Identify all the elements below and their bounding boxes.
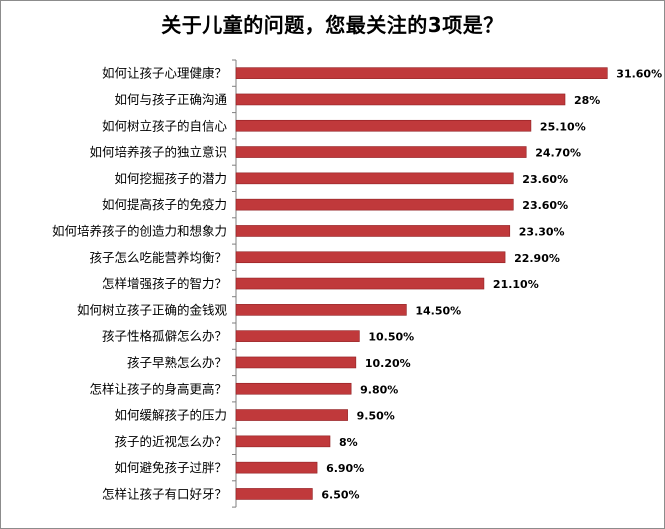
category-label: 如何培养孩子的独立意识 [89,145,227,160]
bar [235,251,506,264]
value-label: 22.90% [514,252,560,265]
category-label: 怎样增强孩子的智力？ [102,276,227,291]
bar [235,461,318,474]
bar [235,93,566,106]
value-label: 25.10% [540,120,586,133]
bar [235,488,313,500]
axis-ticks [232,59,236,508]
category-label: 如何与孩子正确沟通 [114,92,227,107]
category-label: 如何让孩子心理健康？ [102,66,227,81]
category-label: 孩子早熟怎么办？ [127,355,227,370]
category-label: 怎样让孩子有口好牙？ [102,486,227,501]
category-label: 如何提高孩子的免疫力 [102,197,227,212]
value-label: 23.60% [522,173,568,186]
value-label: 10.20% [365,357,411,370]
category-label: 怎样让孩子的身高更高？ [89,381,227,396]
value-label: 9.80% [360,383,398,396]
category-labels: 如何让孩子心理健康？ 如何与孩子正确沟通如何树立孩子的自信心如何培养孩子的独立意识… [52,66,228,502]
category-label: 如何树立孩子的自信心 [102,118,228,133]
value-label: 31.60% [616,68,662,81]
value-label: 14.50% [415,304,461,317]
bar [235,198,514,211]
value-labels: 31.60% 28% 25.10% 24.70% 23.60% 23.60% 23.30% 2… [321,68,662,502]
bar [235,172,514,185]
chart-title: 关于儿童的问题，您最关注的3项是？ [161,13,504,37]
bar [235,119,532,132]
category-label: 孩子怎么吃能营养均衡？ [89,250,227,265]
category-label: 如何树立孩子正确的金钱观 [77,302,228,317]
bar [235,382,352,395]
value-label: 23.30% [519,225,565,238]
value-label: 23.60% [522,199,568,212]
value-label: 8% [339,436,358,449]
value-label: 10.50% [368,331,414,344]
bar [235,330,360,342]
category-label: 如何培养孩子的创造力和想象力 [52,223,227,238]
bar [235,409,348,421]
bar [235,225,511,237]
value-label: 21.10% [493,278,539,291]
value-label: 28% [574,94,600,107]
value-label: 24.70% [535,147,581,160]
value-label: 9.50% [357,410,395,423]
value-label: 6.90% [326,462,364,475]
category-label: 如何挖掘孩子的潜力 [114,171,227,186]
category-label: 孩子性格孤僻怎么办？ [102,329,227,344]
bar [235,304,407,316]
bar [235,277,485,290]
bar [235,435,331,448]
bar [235,356,357,369]
bars-group [235,67,608,500]
category-label: 孩子的近视怎么办？ [114,434,227,449]
category-label: 如何缓解孩子的压力 [114,408,227,423]
bar [235,67,608,79]
category-label: 如何避免孩子过胖？ [114,460,227,475]
value-label: 6.50% [321,488,359,501]
bar [235,146,527,158]
